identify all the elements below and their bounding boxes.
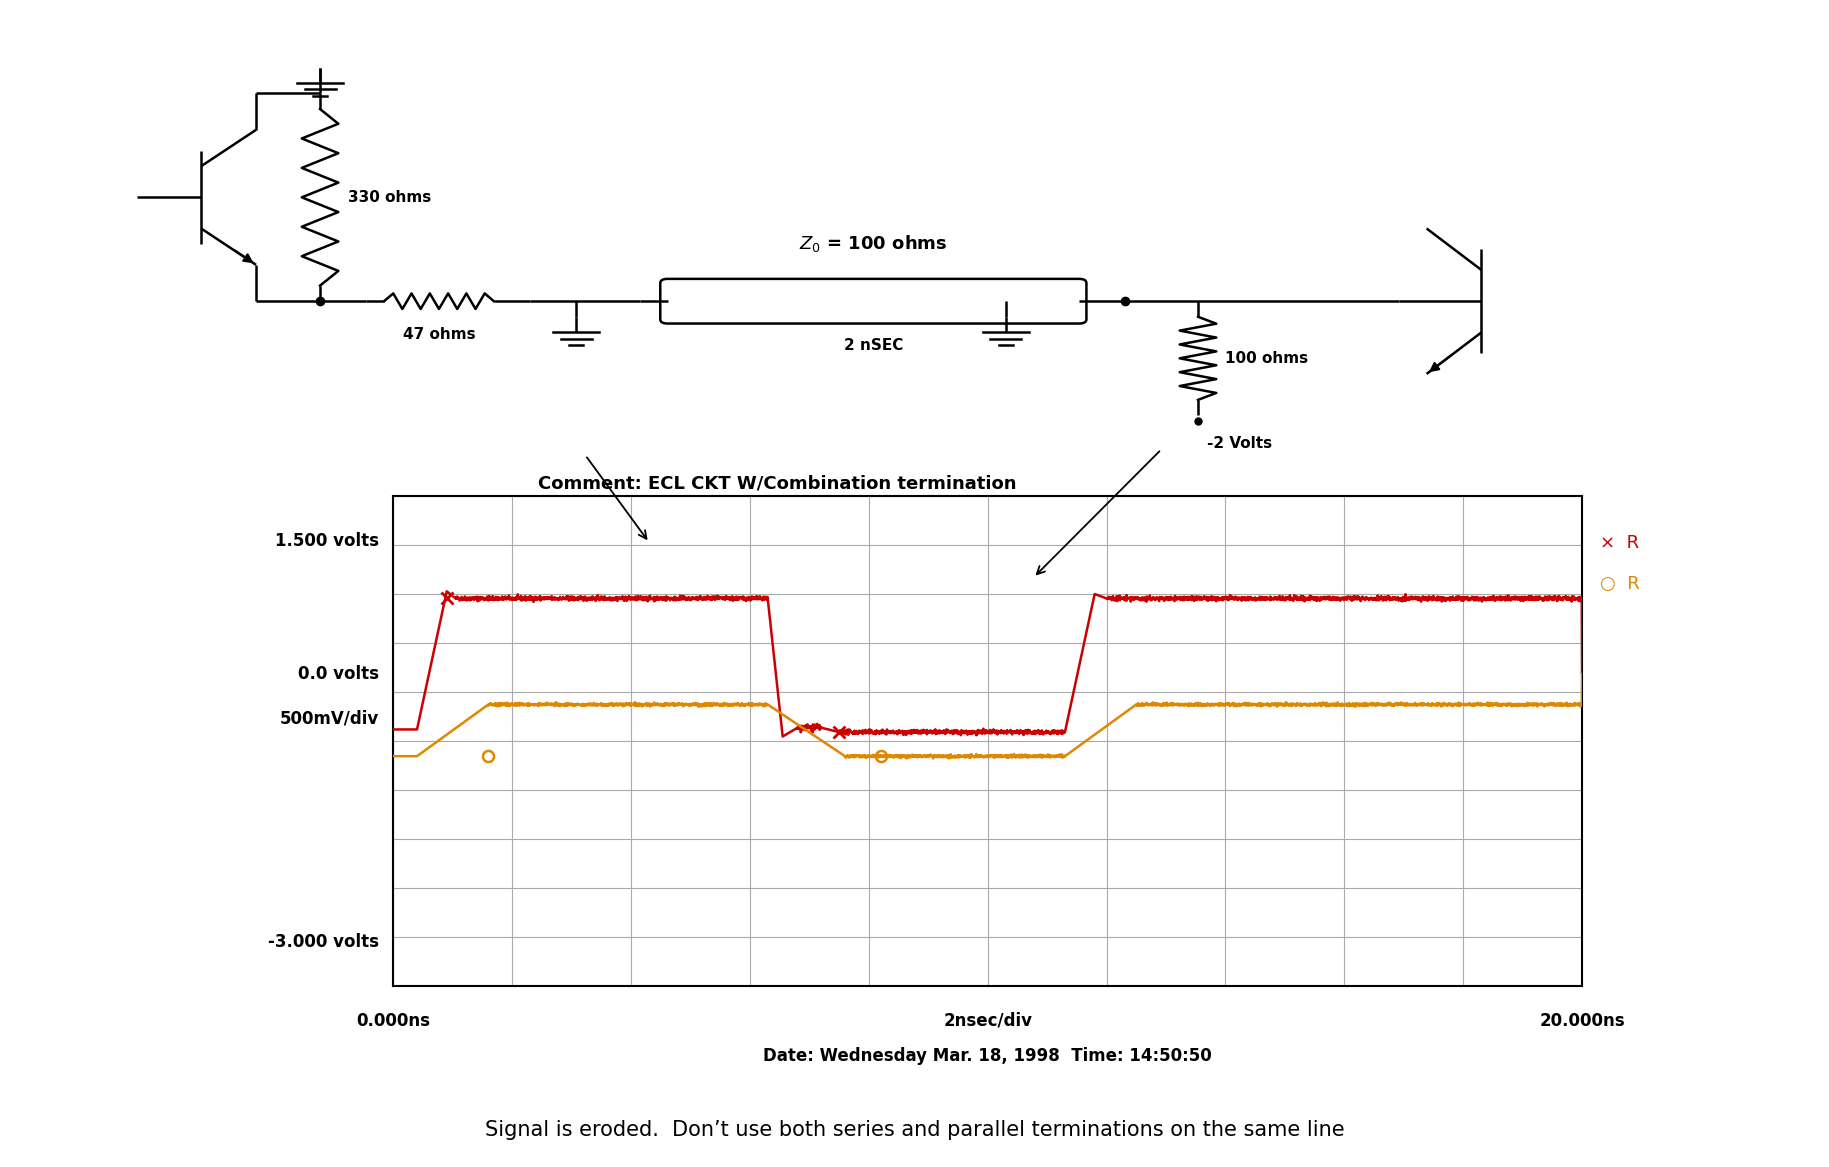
Text: ×  R: × R [1600,533,1639,552]
Text: 330 ohms: 330 ohms [348,190,432,205]
Text: Date: Wednesday Mar. 18, 1998  Time: 14:50:50: Date: Wednesday Mar. 18, 1998 Time: 14:5… [763,1047,1213,1064]
FancyArrowPatch shape [587,457,646,539]
Text: -2 Volts: -2 Volts [1207,436,1273,452]
Text: 0.0 volts: 0.0 volts [298,665,379,683]
FancyBboxPatch shape [660,279,1086,323]
Text: 2 nSEC: 2 nSEC [843,337,904,352]
Text: 2nsec/div: 2nsec/div [944,1012,1032,1029]
Text: 47 ohms: 47 ohms [402,327,476,342]
Text: ○  R: ○ R [1600,574,1641,593]
Text: 1.500 volts: 1.500 volts [274,531,379,550]
Text: $Z_0$ = 100 ohms: $Z_0$ = 100 ohms [799,233,947,254]
Text: 0.000ns: 0.000ns [357,1012,430,1029]
Text: Comment: ECL CKT W/Combination termination: Comment: ECL CKT W/Combination terminati… [538,475,1017,492]
FancyArrowPatch shape [1037,452,1160,574]
Text: 20.000ns: 20.000ns [1540,1012,1624,1029]
Text: -3.000 volts: -3.000 volts [267,932,379,951]
Text: Signal is eroded.  Don’t use both series and parallel terminations on the same l: Signal is eroded. Don’t use both series … [485,1119,1344,1140]
Text: 100 ohms: 100 ohms [1225,351,1308,365]
Text: 500mV/div: 500mV/div [280,710,379,728]
